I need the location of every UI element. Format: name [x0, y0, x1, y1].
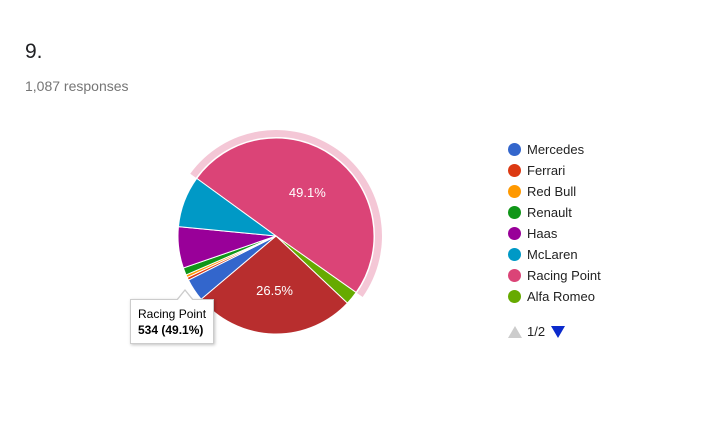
legend-item[interactable]: McLaren: [508, 244, 601, 265]
legend-swatch: [508, 185, 521, 198]
pie-chart: 49.1% 26.5%: [177, 129, 383, 335]
legend-item[interactable]: Haas: [508, 223, 601, 244]
pie-slice-racing-point[interactable]: [196, 137, 375, 294]
legend-label: McLaren: [527, 247, 578, 262]
legend-label: Red Bull: [527, 184, 577, 199]
legend-next-page-button[interactable]: [551, 325, 566, 338]
pie-slice-mclaren[interactable]: [177, 177, 278, 237]
legend-item[interactable]: Ferrari: [508, 160, 601, 181]
legend-pager: 1/2: [508, 324, 566, 339]
legend-prev-page-button[interactable]: [508, 325, 522, 338]
slice-percent-label: 26.5%: [256, 283, 293, 298]
legend-swatch: [508, 248, 521, 261]
legend-item[interactable]: Alfa Romeo: [508, 286, 601, 307]
legend-item[interactable]: Mercedes: [508, 139, 601, 160]
legend-label: Racing Point: [527, 268, 601, 283]
legend-label: Mercedes: [527, 142, 585, 157]
legend-label: Haas: [527, 226, 558, 241]
legend-swatch: [508, 269, 521, 282]
legend-swatch: [508, 143, 521, 156]
legend-swatch: [508, 164, 521, 177]
legend-label: Renault: [527, 205, 572, 220]
question-title: 9.: [25, 40, 43, 63]
legend-label: Ferrari: [527, 163, 566, 178]
tooltip-label: Racing Point: [138, 307, 207, 321]
legend-swatch: [508, 206, 521, 219]
chart-legend: Mercedes Ferrari Red Bull Renault Haas McLare…: [508, 139, 601, 307]
slice-tooltip: Racing Point 534 (49.1%): [130, 289, 215, 344]
legend-item[interactable]: Racing Point: [508, 265, 601, 286]
slice-percent-label: 49.1%: [289, 185, 326, 200]
legend-swatch: [508, 227, 521, 240]
tooltip-value: 534 (49.1%): [138, 323, 204, 337]
response-count: 1,087 responses: [25, 78, 129, 94]
legend-swatch: [508, 290, 521, 303]
legend-item[interactable]: Renault: [508, 202, 601, 223]
legend-page-indicator: 1/2: [527, 324, 546, 339]
legend-label: Alfa Romeo: [527, 289, 595, 304]
legend-item[interactable]: Red Bull: [508, 181, 601, 202]
